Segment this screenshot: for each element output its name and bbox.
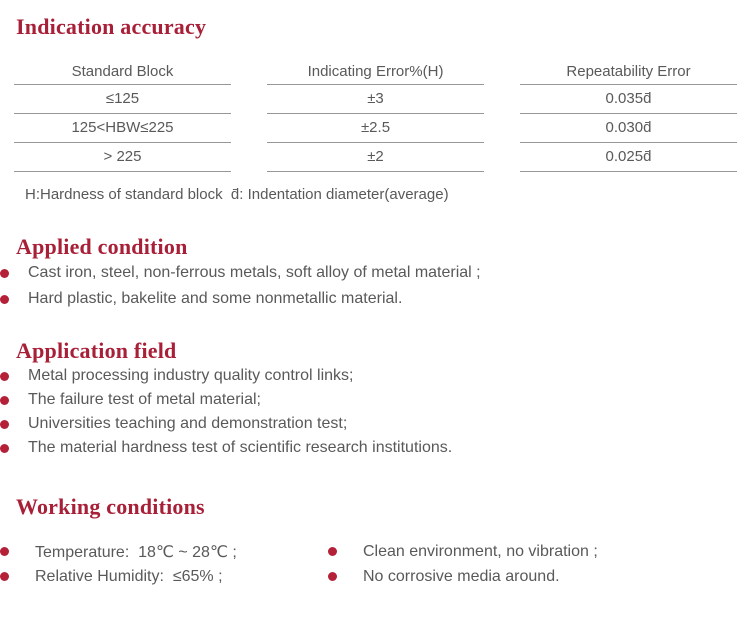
list-item: The failure test of metal material; — [0, 388, 750, 412]
applied-condition-list: Cast iron, steel, non-ferrous metals, so… — [0, 260, 750, 312]
list-item-text: Temperature: 18℃ ~ 28℃ ; — [35, 543, 237, 561]
table-header-repeatability-error: Repeatability Error — [520, 62, 737, 85]
section-title-application-field: Application field — [16, 338, 177, 363]
bullet-dot-icon — [0, 268, 9, 278]
table-cell: 0.025d̄ — [520, 143, 737, 172]
working-conditions-columns: Temperature: 18℃ ~ 28℃ ; Relative Humidi… — [0, 539, 750, 589]
list-item: Hard plastic, bakelite and some nonmetal… — [0, 286, 750, 312]
list-item: Metal processing industry quality contro… — [0, 364, 750, 388]
table-cell: 0.030d̄ — [520, 114, 737, 143]
working-conditions-right-list: Clean environment, no vibration ; No cor… — [328, 539, 658, 589]
table-header-standard-block: Standard Block — [14, 62, 231, 85]
table-cell: > 225 — [14, 143, 231, 172]
bullet-dot-icon — [0, 294, 9, 304]
table-cell: ±2.5 — [267, 114, 484, 143]
list-item-text: No corrosive media around. — [363, 567, 560, 585]
bullet-dot-icon — [328, 572, 337, 581]
list-item-text: Universities teaching and demonstration … — [28, 415, 348, 432]
section-title-indication-accuracy: Indication accuracy — [16, 14, 207, 39]
list-item-text: The material hardness test of scientific… — [28, 439, 453, 456]
table-cell: ±2 — [267, 143, 484, 172]
list-item-text: Hard plastic, bakelite and some nonmetal… — [28, 290, 403, 307]
table-cell: ≤125 — [14, 85, 231, 114]
table-cell: ±3 — [267, 85, 484, 114]
bullet-dot-icon — [0, 371, 9, 381]
indication-accuracy-table: Standard Block ≤125 125<HBW≤225 > 225 In… — [14, 62, 737, 172]
table-footnote: H:Hardness of standard block d̄: Indenta… — [25, 186, 449, 203]
section-title-applied-condition: Applied condition — [16, 234, 188, 259]
list-item: The material hardness test of scientific… — [0, 436, 750, 460]
table-column-indicating-error: Indicating Error%(H) ±3 ±2.5 ±2 — [267, 62, 484, 172]
section-title-working-conditions: Working conditions — [16, 494, 205, 519]
table-cell: 125<HBW≤225 — [14, 114, 231, 143]
table-header-indicating-error: Indicating Error%(H) — [267, 62, 484, 85]
list-item-text: Clean environment, no vibration ; — [363, 542, 598, 560]
list-item-text: Metal processing industry quality contro… — [28, 367, 354, 384]
application-field-list: Metal processing industry quality contro… — [0, 364, 750, 460]
table-column-standard-block: Standard Block ≤125 125<HBW≤225 > 225 — [14, 62, 231, 172]
list-item-text: Cast iron, steel, non-ferrous metals, so… — [28, 264, 481, 281]
working-conditions-left-list: Temperature: 18℃ ~ 28℃ ; Relative Humidi… — [0, 539, 328, 589]
bullet-dot-icon — [0, 547, 9, 556]
list-item: Relative Humidity: ≤65% ; — [0, 564, 328, 589]
list-item: Universities teaching and demonstration … — [0, 412, 750, 436]
bullet-dot-icon — [0, 419, 9, 429]
table-cell: 0.035d̄ — [520, 85, 737, 114]
list-item-text: The failure test of metal material; — [28, 391, 261, 408]
list-item-text: Relative Humidity: ≤65% ; — [35, 567, 223, 585]
bullet-dot-icon — [0, 443, 9, 453]
bullet-dot-icon — [328, 547, 337, 556]
list-item: Clean environment, no vibration ; — [328, 539, 658, 564]
bullet-dot-icon — [0, 395, 9, 405]
table-column-repeatability-error: Repeatability Error 0.035d̄ 0.030d̄ 0.02… — [520, 62, 737, 172]
list-item: Temperature: 18℃ ~ 28℃ ; — [0, 539, 328, 564]
list-item: Cast iron, steel, non-ferrous metals, so… — [0, 260, 750, 286]
bullet-dot-icon — [0, 572, 9, 581]
list-item: No corrosive media around. — [328, 564, 658, 589]
